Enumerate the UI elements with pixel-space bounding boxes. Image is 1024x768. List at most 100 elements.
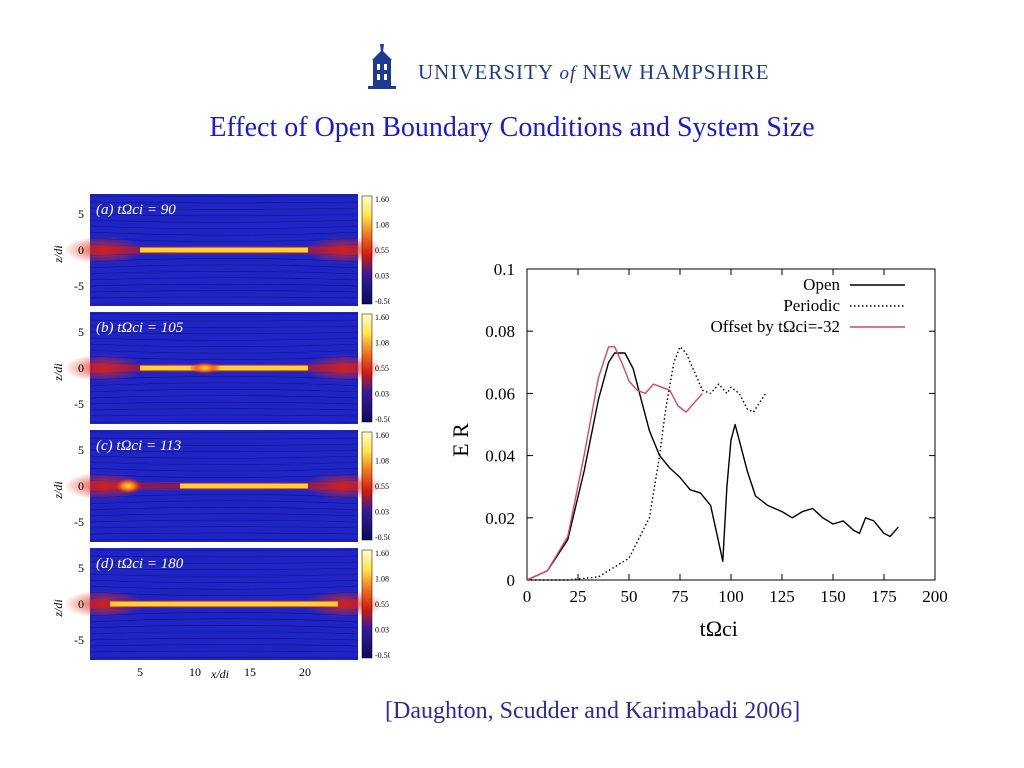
y-tick-label: 0.1 — [494, 260, 515, 279]
y-tick-label: 0 — [78, 479, 84, 493]
series-line — [526, 352, 899, 581]
y-axis-label: E R — [448, 423, 473, 457]
simulation-panel: (d) tΩci = 180 5 0 -5 z/di 1.60 1.08 0.55 0.03 -0… — [51, 548, 390, 660]
y-tick-label: -5 — [74, 633, 84, 647]
field-line — [89, 618, 359, 623]
y-tick-label: 0 — [78, 597, 84, 611]
current-sheet — [140, 365, 308, 371]
panel-label: (c) tΩci = 113 — [96, 438, 181, 454]
field-line — [89, 526, 359, 529]
field-line — [89, 449, 359, 453]
y-tick-label: 0 — [78, 361, 84, 375]
x-tick-label: 50 — [621, 587, 638, 606]
colorbar — [361, 313, 373, 423]
field-line — [89, 408, 359, 411]
field-line — [89, 201, 359, 204]
field-line — [89, 319, 359, 322]
field-line — [89, 650, 359, 653]
y-tick-label: 5 — [78, 207, 84, 221]
colorbar-tick: 1.60 — [375, 549, 389, 558]
panel-label: (b) tΩci = 105 — [96, 320, 184, 336]
colorbar-tick: 0.55 — [375, 600, 389, 609]
reconnection-rate-chart: 0 25 50 75 100 125 150 175 200 0 0.02 0.04 0.06 0.08 0… — [448, 260, 948, 641]
field-line — [89, 637, 359, 641]
legend-label: Open — [803, 275, 840, 294]
field-line — [89, 644, 359, 647]
citation: [Daughton, Scudder and Karimabadi 2006] — [385, 698, 801, 724]
legend-label: Periodic — [783, 296, 840, 315]
logo-wordmark: UNIVERSITY of NEW HAMPSHIRE — [418, 60, 770, 84]
series-line — [526, 346, 703, 581]
field-line — [89, 389, 359, 393]
x-tick-label: 125 — [769, 587, 795, 606]
simulation-panels-figure: (a) tΩci = 90 5 0 -5 z/di 1.60 1.08 0.55 0.03 -0.… — [51, 194, 390, 681]
field-line — [89, 532, 359, 535]
current-sheet — [110, 601, 338, 607]
university-logo: UNIVERSITY of NEW HAMPSHIRE — [358, 42, 769, 90]
y-tick-label: 5 — [78, 325, 84, 339]
field-line — [89, 225, 359, 229]
field-line — [89, 337, 359, 341]
x-axis-label: tΩci — [700, 616, 738, 641]
field-line — [89, 561, 359, 564]
current-sheet — [140, 247, 308, 253]
field-line — [89, 513, 359, 517]
colorbar-tick: 1.08 — [375, 221, 389, 230]
x-tick-label: 20 — [299, 665, 311, 679]
colorbar-tick: 0.03 — [375, 508, 389, 517]
field-line — [89, 382, 359, 387]
y-tick-label: -5 — [74, 397, 84, 411]
field-line — [89, 555, 359, 558]
field-line — [89, 625, 359, 629]
field-line — [89, 401, 359, 405]
field-line — [89, 331, 359, 335]
field-line — [89, 231, 359, 236]
y-axis-label: z/di — [51, 245, 65, 263]
x-tick-label: 10 — [189, 665, 201, 679]
y-tick-label: 0 — [78, 243, 84, 257]
colorbar-tick: 1.60 — [375, 313, 389, 322]
x-tick-label: 25 — [570, 587, 587, 606]
colorbar-tick: 0.55 — [375, 482, 389, 491]
colorbar — [361, 549, 373, 659]
colorbar-tick: -0.50 — [375, 297, 390, 306]
field-line — [89, 414, 359, 417]
y-axis-label: z/di — [51, 481, 65, 499]
y-tick-label: 0.06 — [485, 384, 515, 403]
field-line — [89, 395, 359, 399]
field-line — [89, 519, 359, 523]
panel-label: (a) tΩci = 90 — [96, 202, 176, 218]
field-line — [89, 579, 359, 583]
field-line — [89, 207, 359, 210]
x-tick-label: 0 — [523, 587, 532, 606]
colorbar-tick: 1.60 — [375, 195, 389, 204]
colorbar-tick: 1.08 — [375, 339, 389, 348]
x-tick-label: 5 — [137, 665, 143, 679]
simulation-panel: (a) tΩci = 90 5 0 -5 z/di 1.60 1.08 0.55 0.03 -0.… — [51, 194, 390, 306]
field-line — [89, 567, 359, 571]
colorbar-tick: 0.03 — [375, 626, 389, 635]
colorbar-tick: 0.55 — [375, 364, 389, 373]
field-line — [89, 500, 359, 505]
y-tick-label: 0.04 — [485, 447, 515, 466]
colorbar-tick: 1.08 — [375, 575, 389, 584]
field-line — [89, 343, 359, 347]
y-tick-label: -5 — [74, 279, 84, 293]
colorbar-tick: -0.50 — [375, 415, 390, 424]
plasmoid — [189, 362, 221, 374]
y-axis-label: z/di — [51, 363, 65, 381]
field-line — [89, 437, 359, 440]
field-line — [89, 283, 359, 287]
y-tick-label: 0.02 — [485, 509, 515, 528]
field-line — [89, 296, 359, 299]
field-line — [89, 264, 359, 269]
colorbar-tick: 1.60 — [375, 431, 389, 440]
field-line — [89, 585, 359, 590]
field-line — [89, 271, 359, 275]
current-sheet — [180, 483, 308, 489]
x-tick-label: 100 — [718, 587, 744, 606]
y-tick-label: 5 — [78, 561, 84, 575]
simulation-panel: (b) tΩci = 105 5 0 -5 z/di 1.60 1.08 0.55 0.03 -0… — [51, 312, 390, 424]
colorbar-tick: -0.50 — [375, 651, 390, 660]
colorbar-tick: 0.03 — [375, 272, 389, 281]
